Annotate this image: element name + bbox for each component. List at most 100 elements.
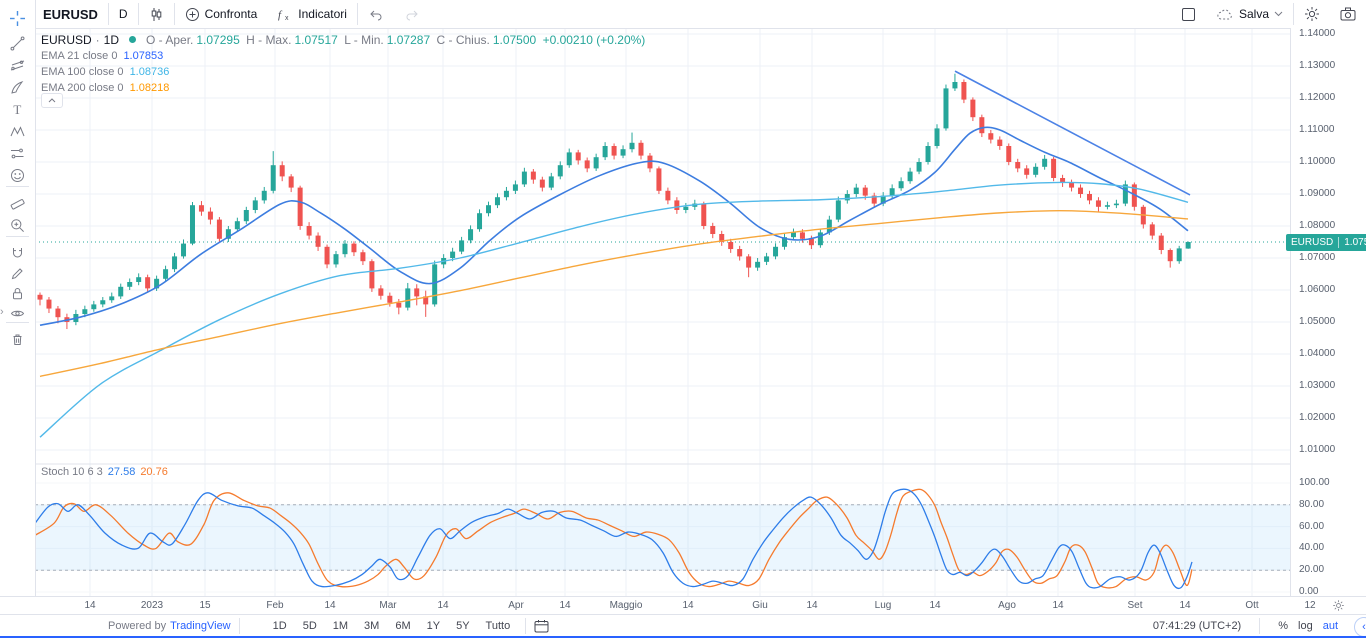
legend-collapse-button[interactable] (41, 93, 63, 108)
time-tick-label: Feb (266, 600, 284, 611)
zoom-in-tool[interactable] (6, 214, 29, 236)
time-tick-label: Lug (874, 600, 892, 611)
ema21-legend[interactable]: EMA 21 close 0 1.07853 (41, 50, 164, 62)
svg-text:T: T (13, 102, 21, 117)
time-tick-label: Ott (1245, 600, 1259, 611)
text-tool[interactable]: T (6, 98, 29, 120)
clock[interactable]: 07:41:29 (UTC+2) (1152, 620, 1242, 632)
range-button-1d[interactable]: 1D (272, 620, 287, 632)
time-tick-label: Giu (752, 600, 768, 611)
time-tick-label: Maggio (609, 600, 643, 611)
save-button[interactable]: Salva (1206, 0, 1293, 28)
range-button-tutto[interactable]: Tutto (485, 620, 511, 632)
range-button-3m[interactable]: 3M (364, 620, 380, 632)
price-axis[interactable]: 1.14000 1.13000 1.12000 1.11000 1.10000 1.090… (1290, 28, 1366, 597)
undo-icon (370, 10, 382, 21)
camera-icon (1340, 7, 1356, 21)
range-button-6m[interactable]: 6M (395, 620, 411, 632)
stoch-tick-label: 40.00 (1299, 542, 1325, 554)
symbol-button[interactable]: EURUSD (43, 6, 98, 22)
powered-by[interactable]: Powered by TradingView (108, 620, 231, 632)
goto-date-button[interactable] (534, 619, 549, 633)
time-tick-label: 14 (929, 600, 941, 611)
price-tick-label: 1.14000 (1299, 28, 1336, 39)
log-scale-button[interactable]: log (1298, 620, 1313, 632)
crosshair-tool[interactable] (6, 7, 29, 29)
time-tick-label: 14 (559, 600, 571, 611)
time-tick-label: 14 (84, 600, 96, 611)
range-button-1m[interactable]: 1M (332, 620, 349, 632)
ema100-legend[interactable]: EMA 100 close 0 1.08736 (41, 66, 170, 78)
stoch-tick-label: 80.00 (1299, 498, 1325, 510)
range-button-5y[interactable]: 5Y (456, 620, 470, 632)
bottom-toolbar: Powered by TradingView 1D 5D 1M 3M 6M 1Y 5Y Tutt… (0, 614, 1366, 637)
price-tick-label: 1.13000 (1299, 60, 1336, 71)
brush-tool[interactable] (6, 76, 29, 98)
interval-button[interactable]: D (118, 7, 128, 21)
axis-settings-gear-icon[interactable] (1332, 599, 1345, 617)
svg-text:f: f (278, 9, 283, 21)
stoch-legend[interactable]: Stoch 10 6 3 27.58 20.76 (41, 466, 168, 478)
auto-scale-button[interactable]: aut (1322, 620, 1338, 632)
time-tick-label: 14 (806, 600, 818, 611)
price-tick-label: 1.06000 (1299, 284, 1336, 295)
time-tick-label: Set (1127, 600, 1143, 611)
cloud-icon (1217, 9, 1232, 20)
drawing-toolbar: T (0, 0, 36, 614)
time-tick-label: 14 (437, 600, 449, 611)
magnet-tool[interactable] (6, 242, 29, 264)
price-tick-label: 1.09000 (1299, 188, 1336, 199)
trend-line-tool[interactable] (6, 32, 29, 54)
ohlc-values: O - Aper. 1.07295 H - Max. 1.07517 L - Min… (146, 32, 646, 47)
drawing-mode-tool[interactable] (6, 262, 29, 284)
price-tick-label: 1.08000 (1299, 220, 1336, 231)
lock-all-tool[interactable] (6, 282, 29, 304)
calendar-icon (534, 620, 549, 633)
legend-interval: 1D (103, 32, 120, 47)
price-tick-label: 1.05000 (1299, 316, 1336, 327)
stoch-tick-label: 0.00 (1299, 586, 1319, 597)
layout-button[interactable] (1171, 0, 1206, 28)
range-button-5d[interactable]: 5D (302, 620, 317, 632)
market-status-dot (129, 36, 137, 43)
emoji-tool[interactable] (6, 164, 29, 186)
time-tick-label: 2023 (140, 600, 164, 611)
range-buttons: 1D 5D 1M 3M 6M 1Y 5Y Tutto (266, 618, 518, 634)
pattern-tool[interactable] (6, 120, 29, 142)
hide-all-tool[interactable] (6, 302, 29, 324)
price-tick-label: 1.11000 (1299, 124, 1335, 135)
range-button-1y[interactable]: 1Y (426, 620, 441, 632)
fib-tool[interactable] (6, 54, 29, 76)
chevron-down-icon (1274, 11, 1283, 17)
legend-symbol: EURUSD (41, 32, 92, 47)
remove-drawings-tool[interactable] (6, 328, 29, 350)
time-tick-label: Apr (508, 600, 524, 611)
percent-scale-button[interactable]: % (1278, 620, 1289, 632)
measure-tool[interactable] (6, 192, 29, 214)
time-tick-label: 14 (682, 600, 694, 611)
layout-icon (1181, 7, 1195, 21)
settings-button[interactable] (1294, 0, 1330, 28)
snapshot-button[interactable] (1330, 0, 1366, 28)
expand-panel-chevron[interactable]: › (0, 306, 4, 318)
undo-button[interactable] (358, 0, 394, 28)
redo-button[interactable] (394, 0, 430, 28)
chart-legend[interactable]: EURUSD · 1D O - Aper. 1.07295 H - Max. 1.0… (41, 31, 648, 96)
price-tick-label: 1.10000 (1299, 156, 1336, 167)
chart-style-button[interactable] (139, 0, 174, 28)
price-tick-label: 1.02000 (1299, 412, 1336, 423)
forecast-tool[interactable] (6, 142, 29, 164)
time-tick-label: Mar (379, 600, 397, 611)
ema200-legend[interactable]: EMA 200 close 0 1.08218 (41, 82, 170, 94)
compare-button[interactable]: Confronta (175, 0, 268, 28)
time-axis[interactable]: 14 2023 15 Feb 14 Mar 14 Apr 14 Maggio 14 Giu 14 Lug 1… (0, 596, 1366, 615)
time-tick-label: Ago (998, 600, 1016, 611)
stoch-k-value: 27.58 (107, 466, 136, 478)
time-tick-label: 14 (1179, 600, 1191, 611)
